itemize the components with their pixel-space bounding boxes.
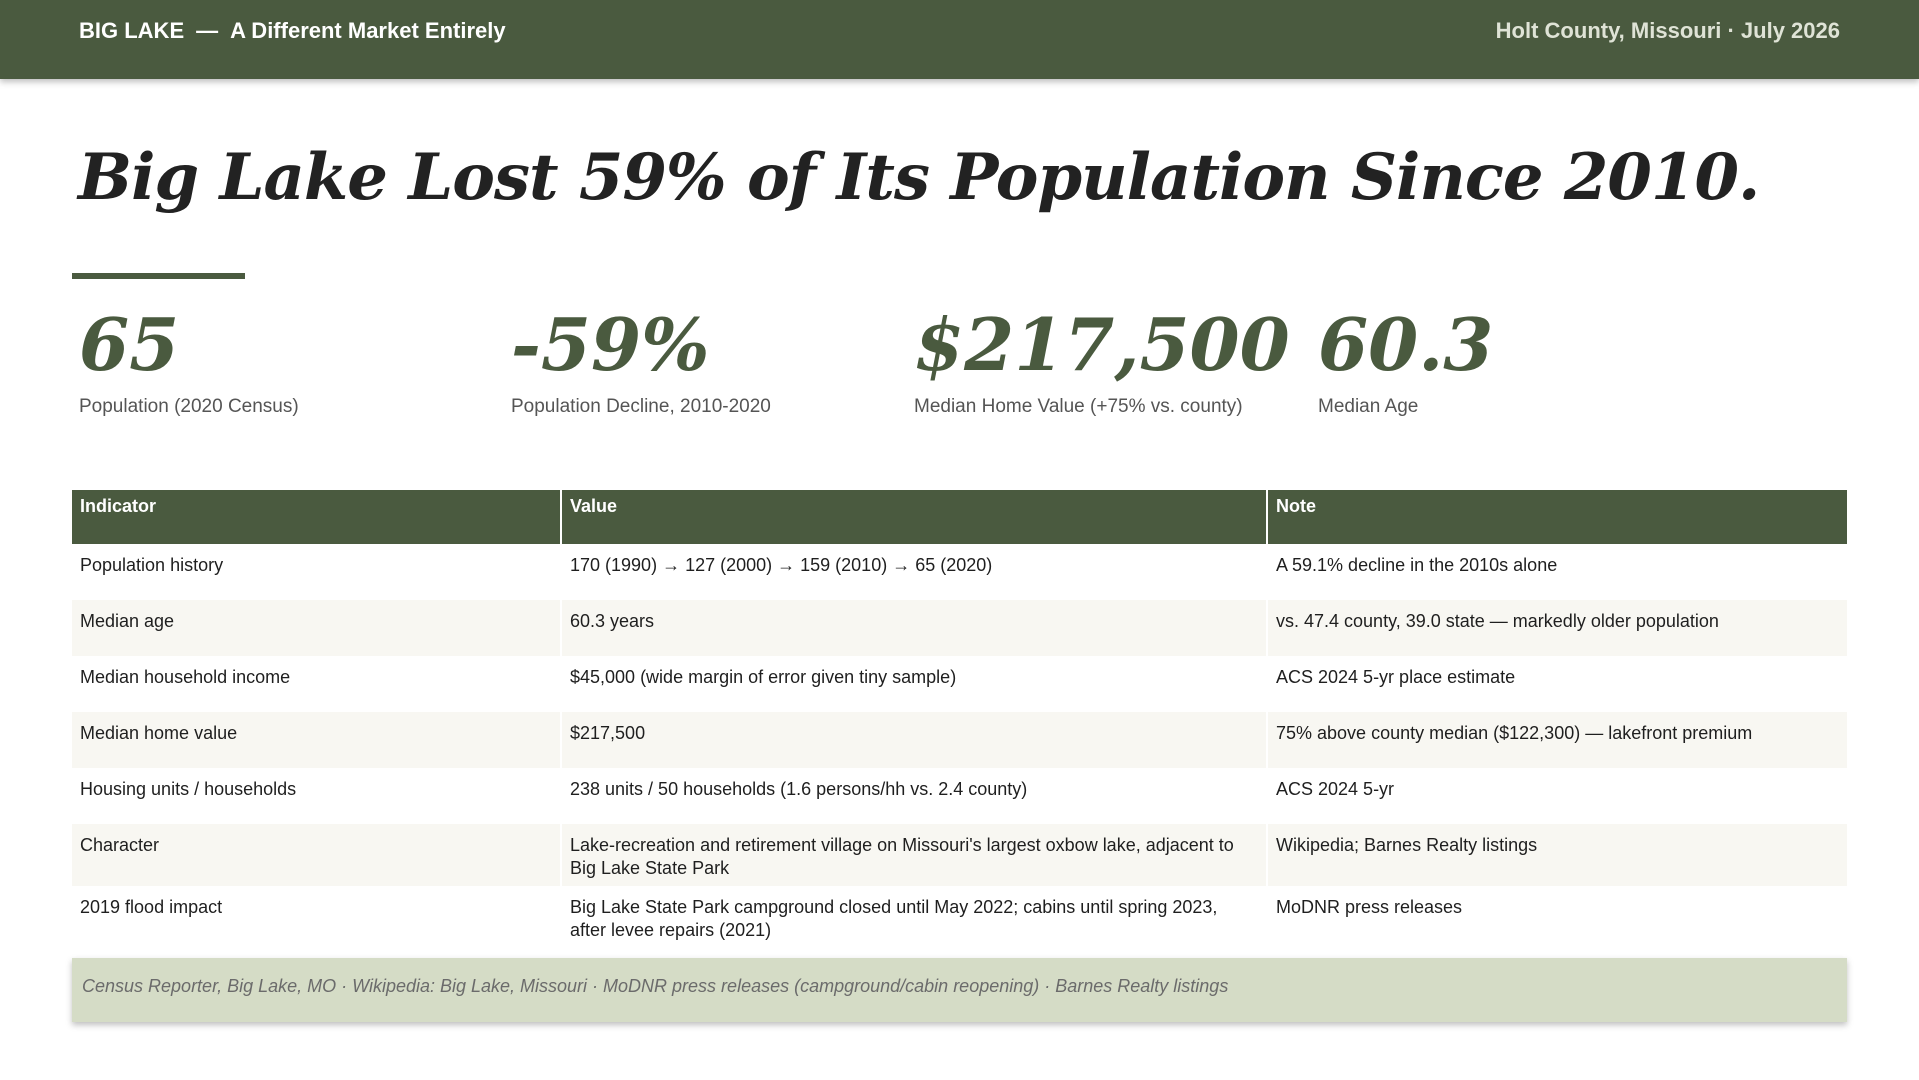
column-header-indicator: Indicator [72, 490, 562, 544]
cell-indicator: 2019 flood impact [72, 886, 562, 948]
table-row: Median age 60.3 years vs. 47.4 county, 3… [72, 600, 1847, 656]
cell-value: $217,500 [562, 712, 1268, 768]
stat-value: 60.3 [1318, 302, 1494, 387]
cell-value: 238 units / 50 households (1.6 persons/h… [562, 768, 1268, 824]
stat-value: $217,500 [914, 302, 1290, 387]
indicators-table: Indicator Value Note Population history … [72, 490, 1847, 948]
stat-population: 65 Population (2020 Census) [79, 300, 299, 418]
banner-title: BIG LAKE — A Different Market Entirely [79, 18, 506, 44]
stat-value: 65 [79, 302, 180, 387]
table-row: Median home value $217,500 75% above cou… [72, 712, 1847, 768]
stat-label: Population Decline, 2010-2020 [511, 396, 771, 417]
cell-value: Big Lake State Park campground closed un… [562, 886, 1268, 948]
stat-median-home-value: $217,500 Median Home Value (+75% vs. cou… [914, 300, 1290, 418]
page-headline: Big Lake Lost 59% of Its Population Sinc… [78, 140, 1760, 215]
banner-context: Holt County, Missouri · July 2026 [1495, 18, 1840, 43]
table-row: Character Lake-recreation and retirement… [72, 824, 1847, 886]
cell-indicator: Median age [72, 600, 562, 656]
table-row: 2019 flood impact Big Lake State Park ca… [72, 886, 1847, 948]
cell-note: ACS 2024 5-yr place estimate [1276, 667, 1516, 687]
cell-note: A 59.1% decline in the 2010s alone [1276, 555, 1558, 575]
cell-note: 75% above county median ($122,300) — lak… [1268, 712, 1847, 768]
stat-label: Population (2020 Census) [79, 396, 299, 417]
accent-rule [72, 273, 245, 279]
cell-value: 60.3 years [562, 600, 1268, 656]
cell-value: $45,000 (wide margin of error given tiny… [562, 656, 1268, 712]
banner-tagline: A Different Market Entirely [230, 18, 506, 43]
cell-indicator: Median home value [72, 712, 562, 768]
cell-indicator: Character [72, 824, 562, 886]
cell-value: 170 (1990) → 127 (2000) → 159 (2010) → 6… [562, 544, 1268, 600]
banner-place: BIG LAKE [79, 18, 185, 43]
cell-indicator: Median household income [72, 656, 562, 712]
cell-value: Lake-recreation and retirement village o… [562, 824, 1268, 886]
sources-footer: Census Reporter, Big Lake, MO · Wikipedi… [72, 958, 1847, 1022]
cell-indicator: Housing units / households [72, 768, 562, 824]
cell-note: ACS 2024 5-yr [1276, 779, 1395, 799]
banner-separator: — [196, 18, 219, 43]
table-row: Population history 170 (1990) → 127 (200… [72, 544, 1847, 600]
stat-population-decline: -59% Population Decline, 2010-2020 [511, 300, 771, 418]
cell-note: Wikipedia; Barnes Realty listings [1268, 824, 1847, 886]
top-banner: BIG LAKE — A Different Market Entirely Hol… [0, 0, 1919, 79]
cell-indicator: Population history [72, 544, 562, 600]
table-row: Median household income $45,000 (wide ma… [72, 656, 1847, 712]
table-row: Housing units / households 238 units / 5… [72, 768, 1847, 824]
column-header-value: Value [562, 490, 1268, 544]
stat-label: Median Home Value (+75% vs. county) [914, 396, 1243, 417]
cell-note: vs. 47.4 county, 39.0 state — markedly o… [1268, 600, 1847, 656]
stat-value: -59% [511, 302, 710, 387]
table-header-row: Indicator Value Note [72, 490, 1847, 544]
stat-median-age: 60.3 Median Age [1318, 300, 1493, 418]
stat-label: Median Age [1318, 396, 1419, 417]
cell-note: MoDNR press releases [1276, 897, 1463, 917]
column-header-note: Note [1268, 490, 1847, 544]
